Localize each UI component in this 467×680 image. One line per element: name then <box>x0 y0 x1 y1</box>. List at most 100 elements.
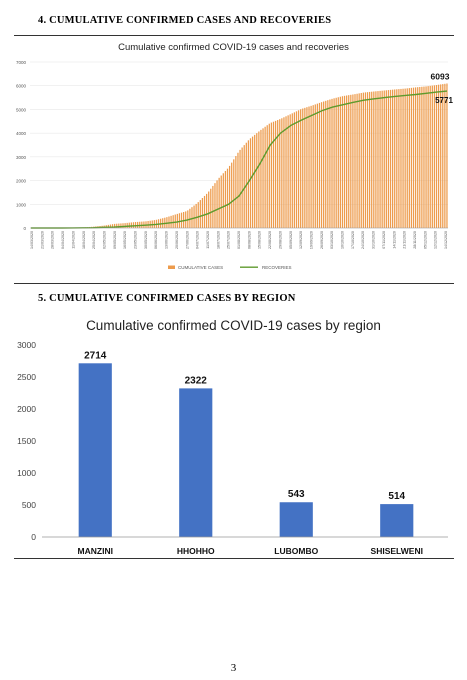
cases-bar <box>195 203 197 228</box>
section-5-heading: 5. CUMULATIVE CONFIRMED CASES BY REGION <box>38 293 296 304</box>
cases-bar <box>134 222 137 228</box>
cases-bar <box>201 198 204 228</box>
cases-bar <box>350 94 352 228</box>
cases-bar <box>302 108 304 228</box>
x-tick-label: 05/09/2020 <box>289 231 293 249</box>
cases-bar <box>233 159 235 228</box>
cases-bar <box>224 170 227 228</box>
cases-bar <box>423 86 425 228</box>
x-tick-label: 22/08/2020 <box>268 231 272 249</box>
cases-bar <box>182 212 185 228</box>
x-tick-label: 07/11/2020 <box>382 231 386 249</box>
cases-bar <box>222 173 224 228</box>
x-tick-label: 28/03/2020 <box>51 231 55 249</box>
x-tick-label: 01/08/2020 <box>237 231 241 249</box>
cases-bar <box>383 90 385 228</box>
cases-bar <box>212 185 214 228</box>
chart2-title: Cumulative confirmed COVID-19 cases by r… <box>86 318 381 333</box>
cases-bar <box>176 213 178 228</box>
cases-bar <box>323 101 325 228</box>
cases-bar <box>379 90 381 228</box>
cases-bar <box>442 84 444 228</box>
x-tick-label: 02/05/2020 <box>102 231 106 249</box>
cases-bar <box>251 136 254 228</box>
region-category-label: MANZINI <box>78 546 113 556</box>
cases-bar <box>346 95 348 229</box>
x-tick-label: 27/06/2020 <box>185 231 189 249</box>
cases-bar <box>316 103 319 228</box>
cases-bar <box>270 122 273 228</box>
cases-bar <box>272 121 275 228</box>
x-tick-label: 13/06/2020 <box>165 231 169 249</box>
y-tick-label: 500 <box>22 500 36 510</box>
legend-cases-label: CUMULATIVE CASES <box>178 265 223 270</box>
cases-bar <box>354 94 356 229</box>
region-value-label: 2322 <box>185 375 208 386</box>
region-bar <box>279 502 313 537</box>
section-divider <box>14 35 454 36</box>
cases-bar <box>122 223 124 228</box>
cases-bar <box>394 89 396 229</box>
x-tick-label: 05/12/2020 <box>423 231 427 249</box>
cases-bar <box>358 93 360 228</box>
cases-bar <box>258 131 260 228</box>
cases-bar <box>402 88 404 229</box>
cases-bar <box>226 168 229 228</box>
cases-bar <box>348 95 350 228</box>
x-tick-label: 24/10/2020 <box>361 231 365 249</box>
cases-bar <box>260 129 262 228</box>
region-category-label: LUBOMBO <box>274 546 318 556</box>
x-tick-label: 16/05/2020 <box>123 231 127 249</box>
cases-bar <box>239 149 241 228</box>
x-tick-label: 14/11/2020 <box>392 231 396 249</box>
cases-bar <box>285 116 287 228</box>
cases-bar <box>360 92 362 228</box>
cases-bar <box>126 222 128 228</box>
cases-bar <box>362 92 364 228</box>
region-value-label: 543 <box>288 489 305 500</box>
cases-bar <box>107 224 110 228</box>
cases-bar <box>205 193 208 228</box>
cases-bar <box>130 222 132 228</box>
cases-bar <box>193 205 195 228</box>
cases-bar <box>203 195 206 228</box>
cases-bar <box>295 111 298 228</box>
x-tick-label: 19/09/2020 <box>310 231 314 249</box>
legend-cases-swatch <box>168 265 175 269</box>
section-divider <box>14 558 454 559</box>
x-tick-label: 09/05/2020 <box>113 231 117 249</box>
x-tick-label: 21/03/2020 <box>40 231 44 249</box>
x-tick-label: 31/10/2020 <box>372 231 376 249</box>
cases-bar <box>247 140 250 228</box>
chart1-title: Cumulative confirmed COVID-19 cases and … <box>118 42 349 53</box>
cases-bar <box>277 120 279 228</box>
x-tick-label: 23/05/2020 <box>134 231 138 249</box>
region-bar <box>380 504 414 537</box>
cases-bar <box>427 86 429 228</box>
region-bar <box>179 388 213 537</box>
cases-bar <box>368 91 371 228</box>
page-number: 3 <box>230 662 237 674</box>
y-tick-label: 6000 <box>16 84 27 89</box>
cases-bar <box>356 93 358 228</box>
cases-bar <box>114 223 116 228</box>
cases-bar <box>343 95 346 228</box>
cases-bar <box>132 222 135 228</box>
cases-bar <box>174 214 176 228</box>
cases-bar <box>364 92 367 228</box>
cases-bar <box>373 91 375 228</box>
cases-bar <box>306 107 308 228</box>
cases-bar <box>262 128 264 228</box>
region-category-label: HHOHHO <box>177 546 215 556</box>
cases-bar <box>220 175 222 228</box>
x-tick-label: 15/08/2020 <box>258 231 262 249</box>
cases-bar <box>377 91 379 229</box>
cases-bar <box>440 84 442 228</box>
y-tick-label: 0 <box>31 532 36 542</box>
cases-bar <box>385 90 387 228</box>
cases-bar <box>419 86 421 229</box>
cases-bar <box>329 99 331 228</box>
cases-bar <box>308 106 310 228</box>
cases-bar <box>421 86 423 228</box>
cases-bar <box>391 89 394 228</box>
